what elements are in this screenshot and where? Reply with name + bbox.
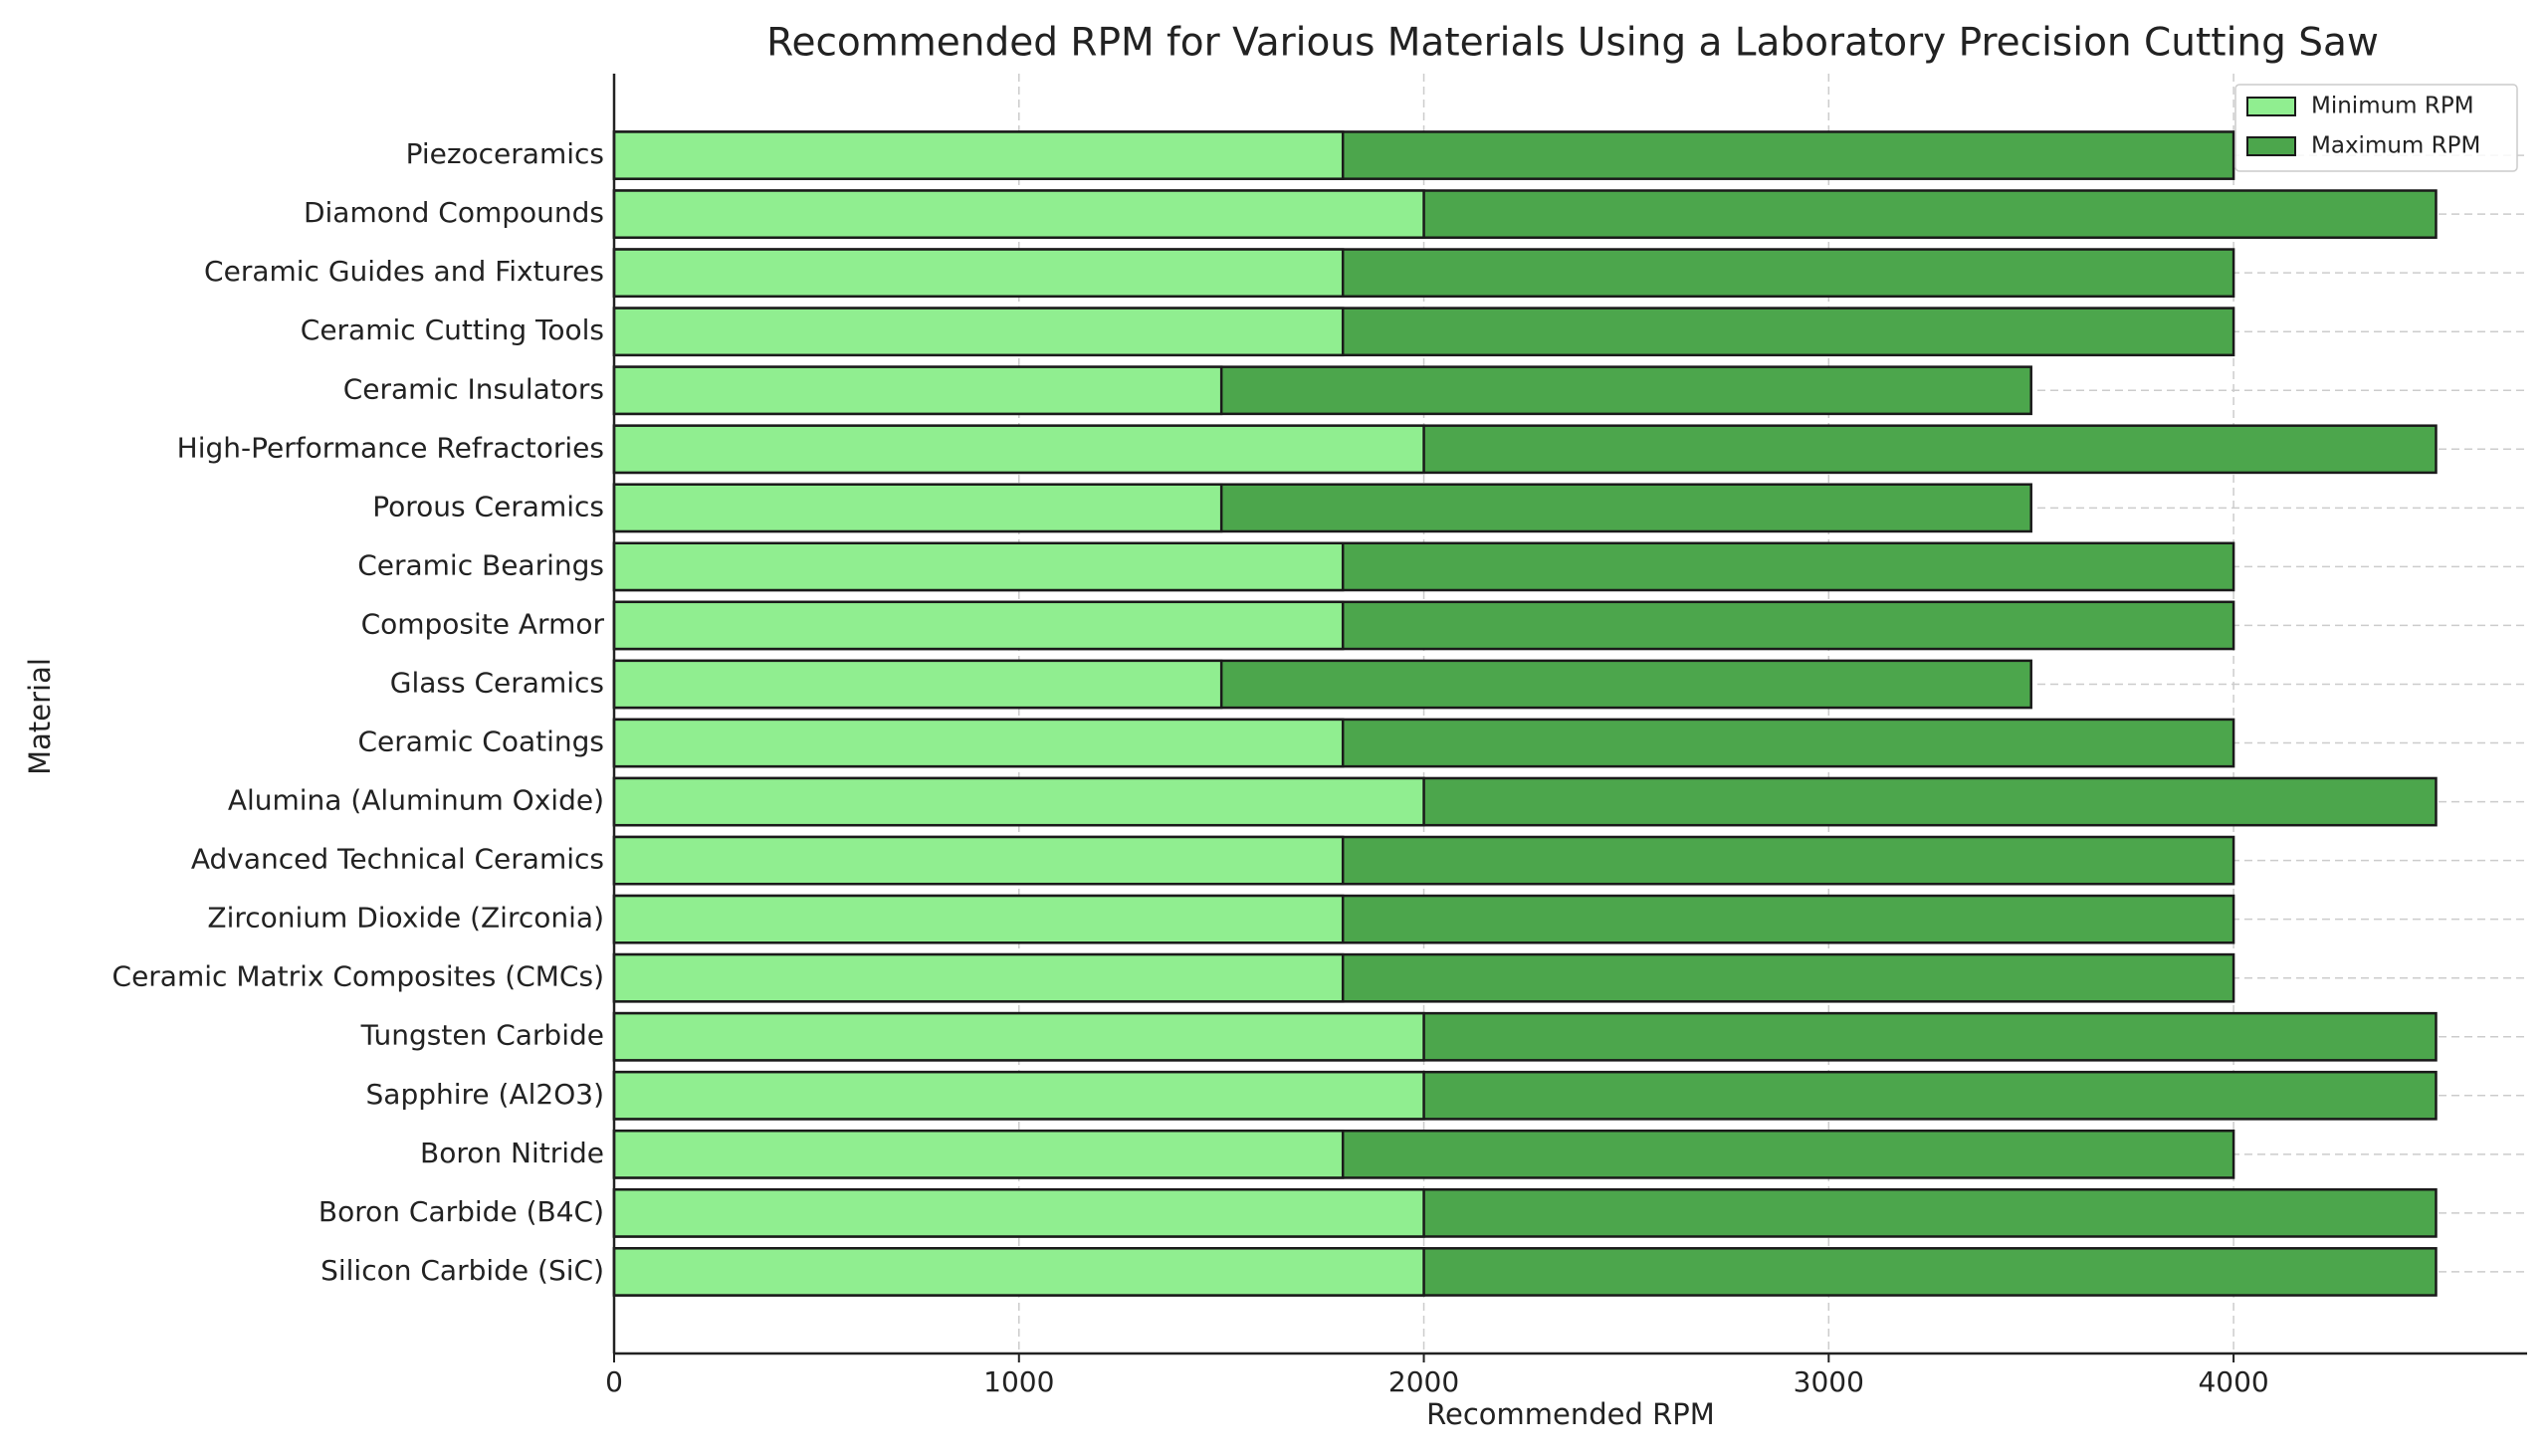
legend-label: Minimum RPM — [2311, 94, 2474, 119]
bar — [612, 600, 1345, 651]
y-tick-label: Advanced Technical Ceramics — [191, 843, 604, 876]
x-tick-label: 0 — [605, 1365, 623, 1398]
x-tick-label: 3000 — [1794, 1365, 1864, 1398]
y-tick-label: Boron Carbide (B4C) — [318, 1195, 604, 1228]
y-tick-label: Silicon Carbide (SiC) — [320, 1254, 604, 1287]
bar — [612, 1188, 1425, 1238]
bar — [612, 483, 1223, 533]
bar — [612, 659, 1223, 710]
bar — [612, 952, 1345, 1003]
bar — [612, 1247, 1425, 1297]
y-tick-label: Alumina (Aluminum Oxide) — [228, 784, 604, 817]
y-tick-label: Ceramic Matrix Composites (CMCs) — [112, 960, 604, 993]
y-tick-label: Boron Nitride — [420, 1137, 604, 1169]
bar — [612, 189, 1425, 239]
y-tick-label: Piezoceramics — [406, 137, 604, 170]
y-tick-label: Zirconium Dioxide (Zirconia) — [207, 902, 604, 935]
bar — [612, 248, 1345, 299]
bar — [612, 424, 1425, 475]
x-tick-label: 2000 — [1388, 1365, 1459, 1398]
bar — [612, 541, 1345, 592]
bar — [612, 776, 1425, 827]
y-axis-label: Material — [23, 658, 57, 775]
y-tick-label: Tungsten Carbide — [360, 1019, 604, 1052]
y-tick-label: Diamond Compounds — [304, 196, 604, 229]
legend-swatch — [2246, 136, 2296, 156]
legend-swatch — [2246, 97, 2296, 116]
x-axis-label: Recommended RPM — [1426, 1397, 1715, 1431]
bar — [612, 130, 1345, 180]
bar — [612, 1129, 1345, 1179]
bar — [612, 1070, 1425, 1121]
bar — [612, 1011, 1425, 1062]
y-tick-label: High-Performance Refractories — [177, 431, 604, 464]
y-tick-label: Ceramic Bearings — [357, 548, 604, 581]
y-tick-label: Sapphire (Al2O3) — [366, 1078, 604, 1111]
legend-box — [2234, 84, 2518, 172]
y-tick-label: Porous Ceramics — [372, 490, 604, 522]
bar — [612, 894, 1345, 944]
chart-title: Recommended RPM for Various Materials Us… — [766, 21, 2379, 66]
y-tick-label: Glass Ceramics — [390, 666, 604, 699]
y-tick-label: Ceramic Coatings — [357, 726, 604, 758]
bar — [612, 718, 1345, 768]
bar — [612, 307, 1345, 357]
x-tick-label: 1000 — [983, 1365, 1054, 1398]
bar — [612, 835, 1345, 886]
legend: Minimum RPM Maximum RPM — [2234, 84, 2518, 172]
legend-label: Maximum RPM — [2311, 133, 2480, 159]
y-tick-label: Ceramic Guides and Fixtures — [204, 255, 604, 288]
x-tick-label: 4000 — [2198, 1365, 2268, 1398]
bar — [612, 365, 1223, 416]
y-tick-label: Ceramic Insulators — [343, 372, 604, 405]
y-tick-label: Ceramic Cutting Tools — [301, 313, 604, 346]
y-tick-label: Composite Armor — [361, 607, 605, 640]
